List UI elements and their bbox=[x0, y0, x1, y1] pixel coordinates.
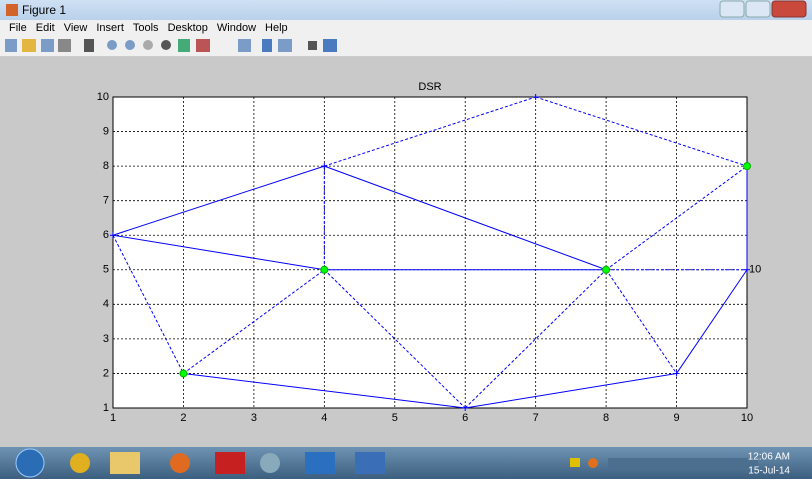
x-tick-label: 7 bbox=[533, 412, 539, 424]
menu-bar: File Edit View Insert Tools Desktop Window Help bbox=[0, 20, 812, 36]
x-tick-label: 10 bbox=[741, 412, 753, 424]
y-tick-label: 2 bbox=[103, 367, 109, 379]
y-tick-label: 10 bbox=[97, 91, 109, 103]
menu-item[interactable]: File bbox=[9, 22, 27, 34]
chart-title: DSR bbox=[418, 81, 441, 93]
node-label: 10 bbox=[749, 264, 761, 276]
y-tick-label: 6 bbox=[103, 229, 109, 241]
menu-item[interactable]: Help bbox=[265, 22, 288, 34]
node bbox=[603, 266, 610, 273]
figure-window: Figure 1 File Edit View Insert Tools Desktop W… bbox=[0, 0, 812, 479]
x-tick-label: 1 bbox=[110, 412, 116, 424]
app-icon bbox=[4, 2, 20, 18]
y-tick-label: 5 bbox=[103, 264, 109, 276]
taskbar-icons: 12:06 AM 15-Jul-14 bbox=[0, 447, 812, 479]
title-bar: Figure 1 bbox=[0, 0, 812, 20]
plot-area bbox=[113, 97, 747, 408]
toolbar-icons[interactable] bbox=[0, 36, 360, 56]
x-tick-label: 6 bbox=[462, 412, 468, 424]
x-tick-label: 4 bbox=[321, 412, 327, 424]
y-tick-label: 3 bbox=[103, 333, 109, 345]
x-tick-label: 8 bbox=[603, 412, 609, 424]
clock-time: 12:06 AM bbox=[748, 452, 790, 463]
x-tick-label: 9 bbox=[673, 412, 679, 424]
start-button[interactable] bbox=[16, 449, 44, 477]
menu-item[interactable]: Edit bbox=[36, 22, 55, 34]
y-tick-label: 4 bbox=[103, 298, 109, 310]
x-tick-label: 5 bbox=[392, 412, 398, 424]
window-title: Figure 1 bbox=[22, 3, 66, 17]
y-tick-label: 9 bbox=[103, 125, 109, 137]
menu-item[interactable]: Window bbox=[217, 22, 256, 34]
menu-item[interactable]: View bbox=[64, 22, 88, 34]
y-tick-label: 1 bbox=[103, 402, 109, 414]
menu-item[interactable]: Desktop bbox=[168, 22, 208, 34]
pinned-apps[interactable] bbox=[70, 452, 385, 474]
toolbar bbox=[0, 36, 812, 57]
chart: DSR 1 2 3 4 5 6 7 8 9 10 1 2 3 4 5 6 7 8 9 10 10 bbox=[0, 56, 812, 447]
tray-icons[interactable] bbox=[570, 458, 758, 468]
menu-item[interactable]: Insert bbox=[96, 22, 124, 34]
y-tick-label: 7 bbox=[103, 195, 109, 207]
menu-item[interactable]: Tools bbox=[133, 22, 159, 34]
x-tick-label: 3 bbox=[251, 412, 257, 424]
window-controls[interactable] bbox=[718, 0, 808, 20]
taskbar: 12:06 AM 15-Jul-14 bbox=[0, 447, 812, 479]
node bbox=[180, 370, 187, 377]
y-tick-label: 8 bbox=[103, 160, 109, 172]
x-tick-label: 2 bbox=[180, 412, 186, 424]
node bbox=[321, 266, 328, 273]
clock-date: 15-Jul-14 bbox=[748, 466, 790, 477]
node bbox=[744, 163, 751, 170]
